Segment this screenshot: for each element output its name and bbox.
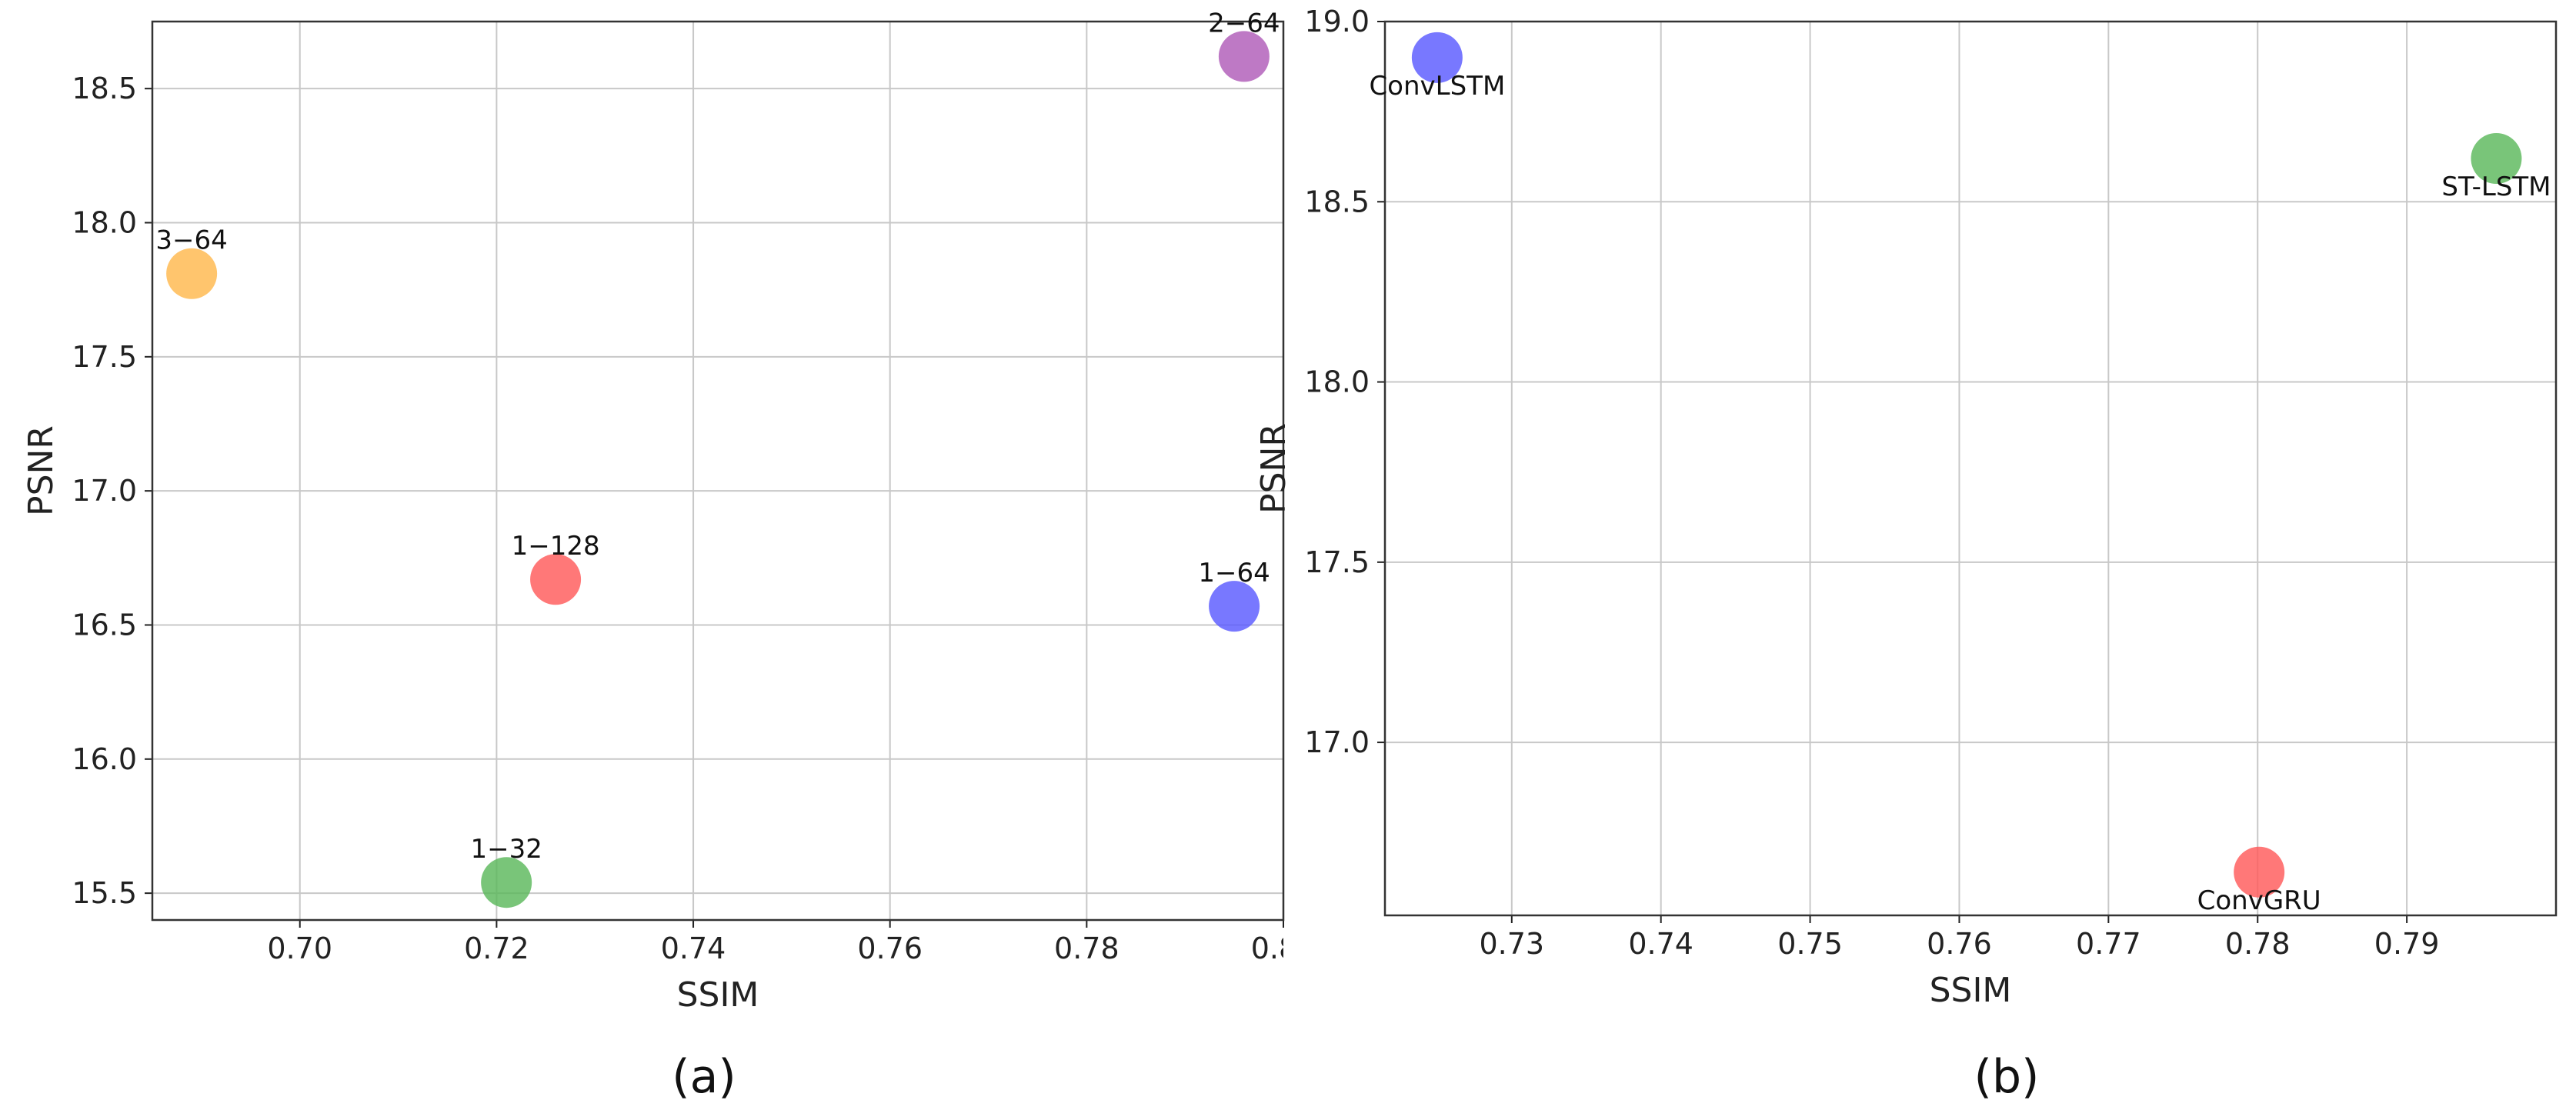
- data-point: [1411, 32, 1463, 83]
- point-label: ST-LSTM: [2441, 172, 2551, 202]
- y-tick-label: 19.0: [1304, 5, 1370, 38]
- x-tick-label: 0.78: [2225, 927, 2291, 961]
- y-tick-label: 17.0: [1304, 725, 1370, 759]
- point-label: 1−64: [1198, 558, 1270, 588]
- scatter-panel-a: 0.70 0.72 0.74 0.76 0.78 0.80 15.5 16.0 16.5 17.0…: [22, 8, 1316, 1104]
- y-tick-label: 18.5: [72, 72, 137, 105]
- x-tick-label: 0.72: [464, 932, 529, 965]
- y-tick-label: 17.0: [72, 474, 137, 508]
- point-label: 2−64: [1208, 8, 1280, 38]
- point-label: 1−32: [470, 834, 542, 865]
- plot-frame: [1383, 20, 2558, 917]
- plot-frame: [151, 20, 1285, 922]
- x-tick-label: 0.79: [2374, 927, 2440, 961]
- point-label: ConvLSTM: [1369, 71, 1505, 102]
- panel-label: (b): [1974, 1050, 2040, 1104]
- x-tick-label: 0.74: [1628, 927, 1693, 961]
- y-axis-label: PSNR: [1254, 423, 1293, 514]
- data-point: [530, 554, 582, 605]
- y-tick-label: 18.0: [1304, 365, 1370, 399]
- x-tick-label: 0.77: [2076, 927, 2141, 961]
- x-tick-label: 0.78: [1054, 932, 1119, 965]
- y-tick-label: 18.5: [1304, 185, 1370, 218]
- y-tick-label: 17.5: [1304, 545, 1370, 579]
- x-tick-label: 0.73: [1479, 927, 1544, 961]
- data-point: [1209, 581, 1260, 632]
- x-tick-label: 0.80: [1251, 932, 1316, 965]
- y-tick-label: 15.5: [72, 876, 137, 910]
- y-axis-label: PSNR: [22, 425, 61, 516]
- point-label: 3−64: [155, 225, 227, 256]
- x-axis-label: SSIM: [677, 975, 759, 1015]
- point-label: ConvGRU: [2197, 885, 2321, 916]
- x-axis-label: SSIM: [1930, 971, 2012, 1010]
- x-tick-label: 0.76: [857, 932, 923, 965]
- panel-label: (a): [672, 1050, 736, 1104]
- y-tick-label: 16.5: [72, 608, 137, 642]
- data-point: [481, 857, 532, 908]
- x-tick-label: 0.76: [1927, 927, 1992, 961]
- x-tick-label: 0.70: [267, 932, 332, 965]
- y-tick-label: 17.5: [72, 340, 137, 374]
- data-point: [2471, 133, 2522, 185]
- point-label: 1−128: [512, 531, 600, 562]
- scatter-panel-b: 0.73 0.74 0.75 0.76 0.77 0.78 0.79 17.0 17.5 18.0…: [1254, 5, 2558, 1104]
- data-point: [2234, 846, 2285, 898]
- y-tick-label: 18.0: [72, 205, 137, 239]
- y-tick-label: 16.0: [72, 742, 137, 776]
- x-tick-label: 0.75: [1777, 927, 1843, 961]
- data-point: [1218, 31, 1270, 82]
- x-tick-label: 0.74: [661, 932, 726, 965]
- data-point: [166, 248, 218, 299]
